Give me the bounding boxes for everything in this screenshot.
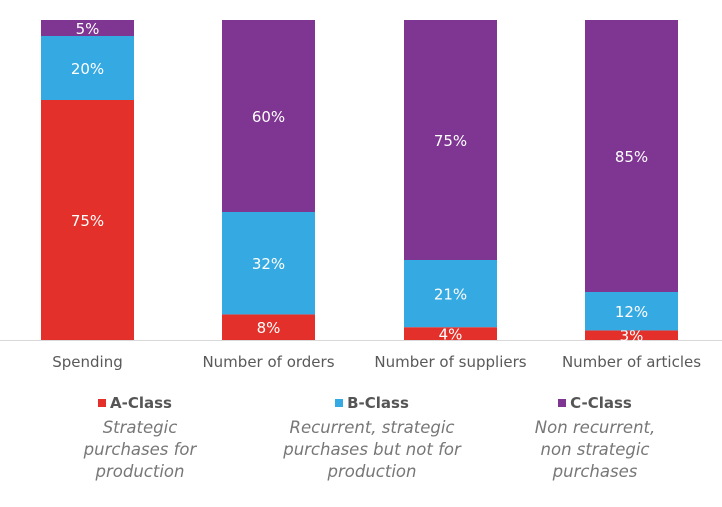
x-tick-label: Number of articles (562, 353, 701, 371)
bar-segment-b-class-3 (585, 292, 678, 331)
legend-item-b: B-Class Recurrent, strategic purchases b… (272, 393, 472, 483)
bar-segment-c-class-2 (404, 20, 497, 260)
bar-segment-a-class-0 (41, 100, 134, 340)
bar-segment-c-class-3 (585, 20, 678, 292)
legend-description-c: Non recurrent, non strategic purchases (534, 418, 656, 481)
data-label: 32% (252, 255, 285, 273)
data-label: 85% (615, 148, 648, 166)
bar-segment-a-class-1 (222, 314, 315, 340)
x-tick-label: Spending (52, 353, 123, 371)
data-label: 4% (439, 326, 463, 344)
bar-segment-b-class-1 (222, 212, 315, 315)
data-label: 75% (71, 212, 104, 230)
bar-segment-a-class-2 (404, 327, 497, 340)
x-tick-label: Number of orders (202, 353, 334, 371)
data-label: 60% (252, 108, 285, 126)
stacked-bar-chart: 75% 20% 5% Spending 8% 32% 60% Number of orders… (0, 20, 722, 371)
bar-segment-c-class-1 (222, 20, 315, 212)
legend-swatch-c (558, 398, 567, 407)
legend-swatch-a (98, 398, 107, 407)
legend-description-a: Strategic purchases for production (83, 418, 197, 481)
legend-swatch-b (335, 398, 344, 407)
legend-label-a: A-Class (110, 394, 172, 412)
bar-segment-b-class-2 (404, 260, 497, 328)
data-label: 20% (71, 60, 104, 78)
legend-item-c: C-Class Non recurrent, non strategic pur… (500, 393, 690, 483)
x-tick-label: Number of suppliers (374, 353, 526, 371)
bar-segment-b-class-0 (41, 36, 134, 100)
data-label: 12% (615, 303, 648, 321)
bar-segment-c-class-0 (41, 20, 134, 36)
data-label: 3% (620, 327, 644, 345)
legend-label-b: B-Class (347, 394, 409, 412)
legend-description-b: Recurrent, strategic purchases but not f… (283, 418, 461, 481)
data-label: 5% (76, 20, 100, 38)
legend-label-c: C-Class (570, 394, 632, 412)
bar-segment-a-class-3 (585, 330, 678, 340)
data-label: 75% (434, 132, 467, 150)
data-label: 21% (434, 286, 467, 304)
legend-item-a: A-Class Strategic purchases for producti… (40, 393, 230, 483)
data-label: 8% (257, 319, 281, 337)
